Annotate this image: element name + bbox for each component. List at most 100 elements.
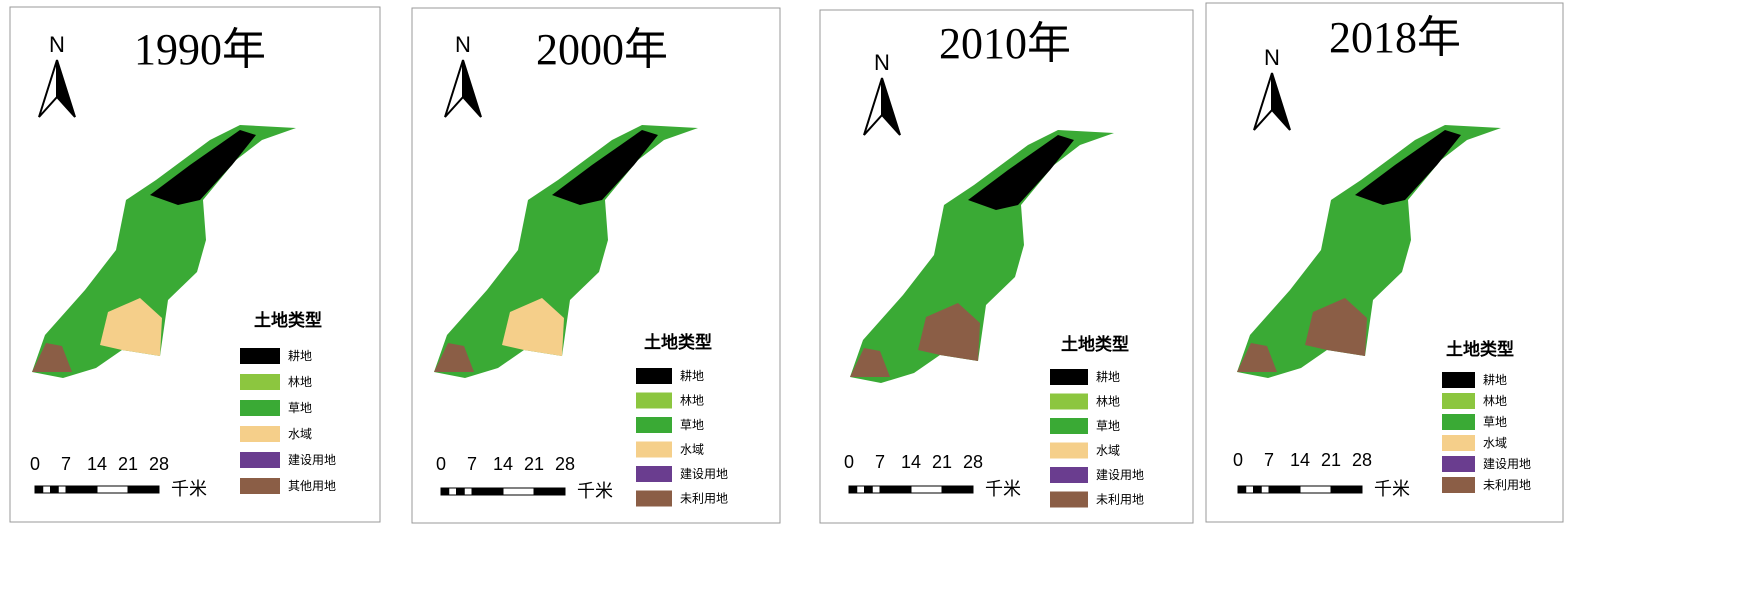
legend-swatch xyxy=(240,452,280,468)
legend-label: 草地 xyxy=(1096,419,1120,433)
legend-label: 建设用地 xyxy=(288,453,336,467)
scale-label: 21 xyxy=(1321,450,1341,470)
north-label: N xyxy=(874,50,890,75)
scale-bar xyxy=(879,485,912,494)
north-arrow-fill xyxy=(462,59,482,118)
legend-label: 水域 xyxy=(288,427,312,441)
region-grassland xyxy=(850,130,1114,383)
region-corner xyxy=(850,348,890,377)
scale-bar xyxy=(856,485,865,494)
scale-bar xyxy=(34,485,44,494)
legend-swatch xyxy=(636,490,672,507)
north-label: N xyxy=(1264,45,1280,70)
region-cropland xyxy=(150,130,256,205)
scale-label: 7 xyxy=(467,454,477,474)
region-grassland xyxy=(1237,125,1501,378)
legend-label: 耕地 xyxy=(1483,372,1507,387)
legend-label: 林地 xyxy=(288,375,312,389)
scale-bar xyxy=(848,485,858,494)
scale-bar xyxy=(96,485,129,494)
scale-bar xyxy=(448,487,457,496)
scale-bar xyxy=(1330,485,1363,494)
legend-label: 林地 xyxy=(1096,395,1120,409)
north-label: N xyxy=(455,32,471,57)
region-corner xyxy=(434,343,474,372)
scale-label: 28 xyxy=(1352,450,1372,470)
legend-title: 土地类型 xyxy=(1446,339,1514,359)
scale-bar xyxy=(127,485,160,494)
legend-swatch xyxy=(1442,477,1475,493)
legend-label: 建设用地 xyxy=(680,467,728,481)
legend-swatch xyxy=(636,392,672,409)
scale-label: 21 xyxy=(932,452,952,472)
legend-swatch xyxy=(636,466,672,482)
legend-label: 耕地 xyxy=(680,368,704,383)
legend-label: 水域 xyxy=(1483,436,1507,450)
scale-bar xyxy=(502,487,535,496)
map-title: 2018年 xyxy=(1329,13,1461,62)
legend-swatch xyxy=(636,417,672,433)
scale-label: 28 xyxy=(149,454,169,474)
scale-label: 0 xyxy=(844,452,854,472)
map-title: 2000年 xyxy=(536,25,668,74)
scale-bar xyxy=(1268,485,1301,494)
scale-label: 14 xyxy=(493,454,513,474)
scale-bar xyxy=(42,485,51,494)
scale-bar xyxy=(1253,485,1262,494)
map-title: 1990年 xyxy=(134,25,266,74)
legend-label: 未利用地 xyxy=(680,492,728,506)
scale-bar xyxy=(57,485,67,494)
legend-label: 建设用地 xyxy=(1096,468,1144,482)
scale-label: 7 xyxy=(875,452,885,472)
north-label: N xyxy=(49,32,65,57)
legend-label: 草地 xyxy=(1483,415,1507,429)
legend-swatch xyxy=(1050,491,1088,508)
region-lowland xyxy=(100,298,162,356)
legend-swatch xyxy=(240,400,280,416)
legend-swatch xyxy=(1050,442,1088,459)
map-title: 2010年 xyxy=(939,19,1071,68)
scale-bar xyxy=(910,485,943,494)
legend-label: 草地 xyxy=(680,418,704,432)
scale-unit: 千米 xyxy=(577,481,613,501)
scale-bar xyxy=(533,487,566,496)
scale-label: 21 xyxy=(118,454,138,474)
scale-bar xyxy=(941,485,974,494)
scale-bar xyxy=(65,485,98,494)
scale-label: 7 xyxy=(61,454,71,474)
scale-unit: 千米 xyxy=(1374,479,1410,499)
legend-swatch xyxy=(240,478,280,494)
legend-label: 林地 xyxy=(1483,394,1507,408)
scale-bar xyxy=(1237,485,1247,494)
legend-swatch xyxy=(636,368,672,384)
legend-swatch xyxy=(1050,418,1088,434)
region-lowland xyxy=(502,298,564,356)
scale-label: 28 xyxy=(963,452,983,472)
scale-bar xyxy=(50,485,59,494)
scale-bar xyxy=(463,487,473,496)
scale-label: 14 xyxy=(901,452,921,472)
region-cropland xyxy=(1355,130,1461,205)
north-arrow-fill xyxy=(1271,72,1291,131)
legend-label: 水域 xyxy=(680,443,704,457)
scale-bar xyxy=(471,487,504,496)
scale-label: 21 xyxy=(524,454,544,474)
legend-label: 建设用地 xyxy=(1483,457,1531,471)
scale-label: 28 xyxy=(555,454,575,474)
scale-unit: 千米 xyxy=(171,479,207,499)
scale-bar xyxy=(440,487,450,496)
scale-label: 0 xyxy=(1233,450,1243,470)
region-corner xyxy=(1237,343,1277,372)
scale-bar xyxy=(1299,485,1332,494)
legend-swatch xyxy=(240,426,280,442)
region-grassland xyxy=(434,125,698,378)
legend-swatch xyxy=(1442,372,1475,388)
legend-swatch xyxy=(1050,369,1088,385)
legend-label: 其他用地 xyxy=(288,479,336,493)
region-corner xyxy=(32,343,72,372)
region-lowland xyxy=(1305,298,1367,356)
scale-label: 0 xyxy=(30,454,40,474)
